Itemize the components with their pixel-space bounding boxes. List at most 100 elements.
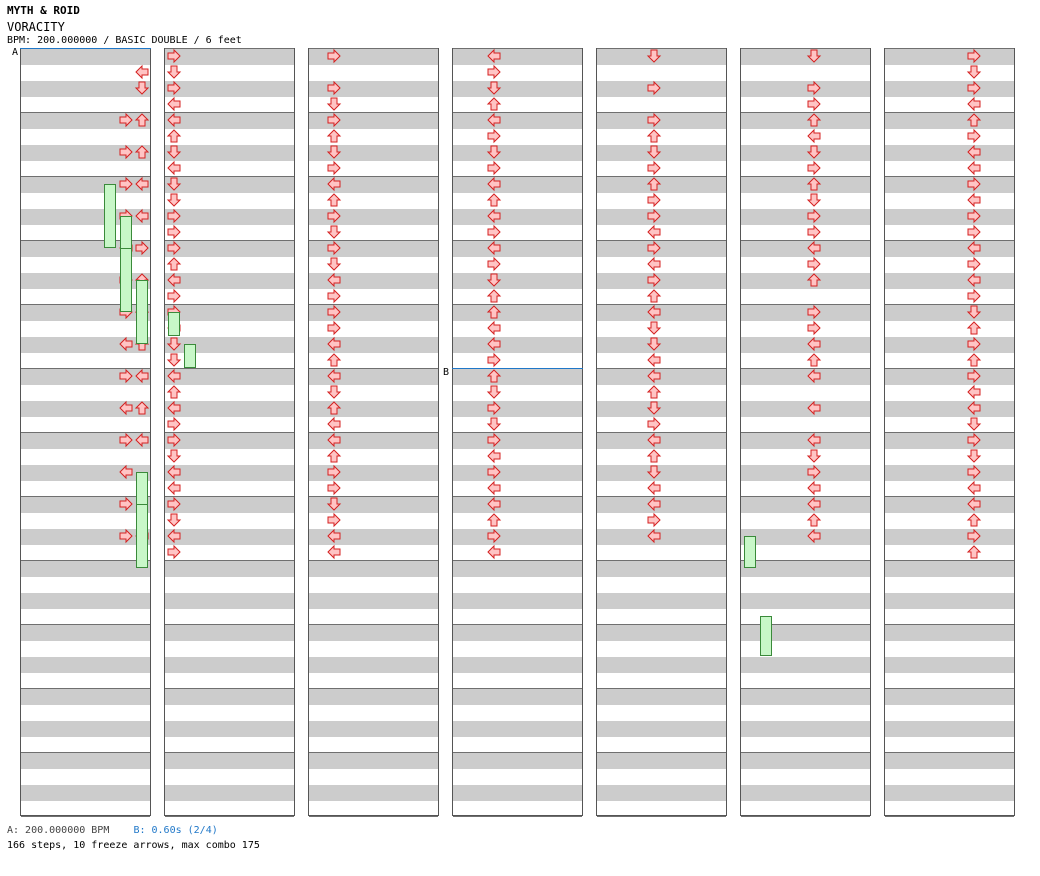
measure-line: [597, 176, 726, 177]
step-arrow-left: [807, 128, 821, 144]
step-arrow-down: [166, 177, 182, 191]
step-arrow-down: [326, 257, 342, 271]
step-arrow-right: [327, 464, 341, 480]
step-arrow-down: [966, 305, 982, 319]
step-arrow-left: [967, 384, 981, 400]
measure-line: [453, 240, 582, 241]
step-arrow-right: [647, 160, 661, 176]
step-arrow-right: [327, 304, 341, 320]
step-arrow-left: [167, 112, 181, 128]
freeze-arrow: [744, 536, 756, 568]
step-arrow-down: [646, 145, 662, 159]
step-arrow-right: [167, 48, 181, 64]
step-arrow-left: [327, 368, 341, 384]
freeze-arrow: [136, 504, 148, 568]
step-arrow-right: [807, 160, 821, 176]
measure-line: [741, 112, 870, 113]
measure-line: [165, 560, 294, 561]
step-arrow-right: [119, 176, 133, 192]
measure-line: [885, 560, 1014, 561]
marker-a: A: [12, 47, 19, 58]
step-arrow-left: [967, 96, 981, 112]
step-arrow-left: [807, 336, 821, 352]
measure-line: [597, 560, 726, 561]
measure-line: [741, 816, 870, 817]
step-arrow-right: [327, 112, 341, 128]
step-arrow-up: [326, 401, 342, 415]
step-arrow-up: [806, 513, 822, 527]
step-arrow-down: [966, 65, 982, 79]
step-arrow-right: [327, 160, 341, 176]
step-arrow-left: [167, 368, 181, 384]
step-arrow-left: [487, 480, 501, 496]
step-arrow-right: [167, 544, 181, 560]
step-arrow-right: [647, 512, 661, 528]
freeze-arrow: [168, 312, 180, 336]
step-arrow-right: [487, 528, 501, 544]
step-arrow-up: [326, 353, 342, 367]
measure-line: [165, 688, 294, 689]
step-arrow-left: [119, 336, 133, 352]
step-arrow-left: [647, 256, 661, 272]
measure-line: [309, 816, 438, 817]
step-arrow-right: [647, 416, 661, 432]
measure-line: [885, 240, 1014, 241]
step-arrow-left: [167, 272, 181, 288]
step-arrow-right: [647, 112, 661, 128]
step-arrow-right: [487, 224, 501, 240]
song-artist: MYTH & ROID: [7, 4, 80, 17]
measure-line: [741, 752, 870, 753]
step-arrow-left: [327, 336, 341, 352]
step-arrow-left: [487, 544, 501, 560]
step-arrow-up: [166, 385, 182, 399]
measure-line: [309, 496, 438, 497]
step-arrow-down: [806, 145, 822, 159]
step-arrow-up: [966, 513, 982, 527]
step-arrow-left: [135, 208, 149, 224]
measure-line: [453, 624, 582, 625]
step-arrow-up: [646, 289, 662, 303]
step-arrow-left: [327, 176, 341, 192]
measure-line: [453, 752, 582, 753]
step-arrow-left: [647, 304, 661, 320]
measure-line: [597, 432, 726, 433]
measure-line: [741, 688, 870, 689]
freeze-arrow: [760, 616, 772, 656]
measure-line: [165, 496, 294, 497]
measure-line: [21, 432, 150, 433]
step-arrow-left: [487, 320, 501, 336]
step-arrow-right: [487, 64, 501, 80]
step-arrow-right: [487, 352, 501, 368]
step-arrow-left: [647, 224, 661, 240]
measure-line: [453, 48, 582, 49]
step-arrow-up: [486, 513, 502, 527]
step-arrow-right: [327, 240, 341, 256]
measure-line: [453, 432, 582, 433]
step-arrow-left: [327, 432, 341, 448]
step-arrow-right: [967, 48, 981, 64]
step-arrow-right: [487, 256, 501, 272]
measure-line: [21, 816, 150, 817]
step-arrow-right: [967, 336, 981, 352]
freeze-arrow: [136, 280, 148, 344]
step-arrow-down: [966, 417, 982, 431]
step-arrow-up: [486, 305, 502, 319]
chart-column: [164, 48, 295, 817]
measure-line: [597, 368, 726, 369]
measure-line: [741, 48, 870, 49]
measure-line: [21, 368, 150, 369]
chart-column: [20, 48, 151, 817]
measure-line: [309, 176, 438, 177]
step-arrow-up: [966, 545, 982, 559]
step-arrow-left: [647, 496, 661, 512]
step-arrow-right: [167, 240, 181, 256]
chart-stats: 166 steps, 10 freeze arrows, max combo 1…: [7, 840, 260, 851]
step-arrow-left: [135, 368, 149, 384]
step-arrow-left: [487, 448, 501, 464]
measure-line: [885, 816, 1014, 817]
step-arrow-left: [647, 432, 661, 448]
measure-line: [21, 176, 150, 177]
step-arrow-left: [807, 400, 821, 416]
measure-line: [885, 112, 1014, 113]
step-arrow-down: [166, 449, 182, 463]
